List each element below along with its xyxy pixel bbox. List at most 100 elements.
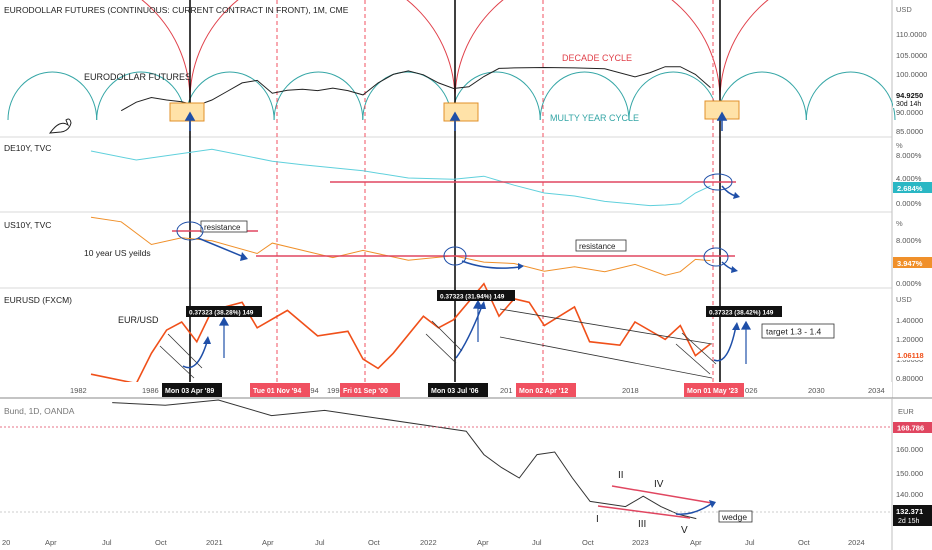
time-marker-box bbox=[250, 383, 310, 397]
multiyear-cycle-arc bbox=[96, 71, 186, 121]
time-axis-year-label: 026 bbox=[745, 386, 758, 395]
channel-2023-bottom bbox=[675, 343, 711, 375]
eurodollar-line bbox=[120, 66, 711, 112]
multiyear-cycle-arc bbox=[628, 71, 719, 121]
measure-head-2006 bbox=[472, 299, 484, 309]
time-axis-year-label: 1994 bbox=[302, 386, 319, 395]
price-tick-label: 0.000% bbox=[896, 279, 922, 288]
us10y-arrow-head-1989 bbox=[240, 252, 248, 261]
bund-time-label: 2021 bbox=[206, 538, 223, 547]
channel-1989-bottom bbox=[159, 345, 195, 379]
decade-cycle-arc bbox=[454, 0, 721, 101]
bund-time-label: Oct bbox=[582, 538, 595, 547]
wedge-breakout-arrow bbox=[675, 501, 715, 515]
eurusd-series-label: EUR/USD bbox=[118, 315, 159, 325]
bund-time-label: Apr bbox=[690, 538, 702, 547]
time-axis-markers: Mon 03 Apr '89 Tue 01 Nov '94 Fri 01 Sep '… bbox=[162, 383, 744, 397]
dinosaur-doodle bbox=[48, 118, 72, 134]
wave-label-4: IV bbox=[654, 479, 664, 490]
bund-time-label: 2024 bbox=[848, 538, 865, 547]
multiyear-cycle-arc bbox=[451, 71, 541, 121]
bund-line bbox=[112, 399, 697, 520]
eurusd-projection-arrow-heads bbox=[203, 301, 740, 344]
bund-time-axis: 20 Apr Jul Oct 2021 Apr Jul Oct 2022 Apr Jul Oct 202… bbox=[2, 538, 865, 547]
channel-2012-bottom bbox=[499, 336, 713, 379]
bund-time-label: Jul bbox=[315, 538, 325, 547]
measure-head-2023 bbox=[740, 320, 752, 330]
time-marker-box bbox=[428, 383, 488, 397]
bund-level-value: 168.786 bbox=[897, 424, 924, 433]
wedge-breakout-arrow-head bbox=[709, 500, 716, 508]
time-axis-year-label: 2018 bbox=[622, 386, 639, 395]
cycle-arrow-head-2006 bbox=[449, 111, 461, 121]
price-tick-label: 140.000 bbox=[896, 490, 923, 499]
time-marker-label: Mon 01 May '23 bbox=[687, 388, 738, 395]
bund-time-label: Jul bbox=[102, 538, 112, 547]
cycle-arrow-head-2023 bbox=[716, 111, 728, 121]
bund-axis-unit: EUR bbox=[898, 407, 914, 416]
wave-label-3: III bbox=[638, 519, 646, 530]
eurusd-channels bbox=[159, 308, 717, 379]
price-tick-label: 8.000% bbox=[896, 236, 922, 245]
measure-label-3: 0.37323 (38.42%) 149 bbox=[709, 310, 774, 317]
eurusd-measure-labels: 0.37323 (38.28%) 149 0.37323 (31.94%) 14… bbox=[186, 290, 782, 317]
projection-head-2023 bbox=[732, 322, 740, 330]
wedge-label: wedge bbox=[721, 512, 747, 522]
us10y-price-value: 3.947% bbox=[897, 259, 923, 268]
panel-separators bbox=[0, 0, 893, 398]
cycle-low-box-1989 bbox=[169, 102, 205, 122]
bund-time-label: 2023 bbox=[632, 538, 649, 547]
time-axis-year-label: 1982 bbox=[70, 386, 87, 395]
time-axis-year-label: 2030 bbox=[808, 386, 825, 395]
eurusd-price-tag bbox=[893, 349, 932, 360]
time-marker-box bbox=[162, 383, 222, 397]
bund-price-value: 132.371 bbox=[896, 507, 923, 516]
us10y-arrow-1989 bbox=[197, 237, 245, 258]
price-tick-label: 100.0000 bbox=[896, 70, 927, 79]
price-tick-label: 110.0000 bbox=[896, 30, 927, 39]
multiyear-cycle-arc bbox=[717, 71, 807, 121]
wave-label-5: V bbox=[681, 525, 688, 536]
time-marker-label: Mon 03 Apr '89 bbox=[165, 388, 214, 395]
price-tick-label: 8.000% bbox=[896, 151, 922, 160]
measure-box-3 bbox=[706, 306, 782, 317]
eurodollar-header: EURODOLLAR FUTURES (CONTINUOUS: CURRENT … bbox=[4, 5, 349, 15]
eurodollar-price-tag bbox=[893, 90, 932, 108]
us10y-header: US10Y, TVC bbox=[4, 220, 51, 230]
eurodollar-price-ticks: 110.0000105.0000100.000095.000090.000085… bbox=[896, 30, 927, 136]
wedge-upper bbox=[611, 485, 713, 504]
us10y-arrow-2006 bbox=[461, 260, 521, 269]
decade-cycle-arc bbox=[719, 0, 769, 101]
time-marker-label: Tue 01 Nov '94 bbox=[253, 388, 301, 395]
price-tick-label: 1.20000 bbox=[896, 335, 923, 344]
multiyear-cycle-arc bbox=[539, 71, 630, 121]
eurodollar-time-value: 30d 14h bbox=[896, 101, 921, 108]
us10y-highlight-1989 bbox=[176, 221, 204, 241]
de10y-line bbox=[90, 148, 711, 207]
bund-time-label: Oct bbox=[798, 538, 811, 547]
bund-level-tag bbox=[893, 422, 932, 433]
multiyear-cycle-arc bbox=[273, 71, 364, 121]
wave-label-1: I bbox=[596, 514, 599, 525]
wave-label-2: II bbox=[618, 470, 624, 481]
price-tick-label: 90.0000 bbox=[896, 108, 923, 117]
price-tick-label: 160.000 bbox=[896, 445, 923, 454]
bund-time-label: Apr bbox=[477, 538, 489, 547]
us10y-note: 10 year US yeilds bbox=[84, 248, 151, 258]
time-marker-box bbox=[340, 383, 400, 397]
us10y-highlight-2023 bbox=[703, 247, 729, 267]
us10y-arrow-heads bbox=[240, 252, 738, 273]
time-axis-year-label: 1998 bbox=[327, 386, 344, 395]
projection-head-1989 bbox=[203, 336, 211, 344]
de10y-header: DE10Y, TVC bbox=[4, 143, 51, 153]
time-axis-year-label: 201 bbox=[500, 386, 513, 395]
time-axis-year-label: 2034 bbox=[868, 386, 885, 395]
eurodollar-axis-unit: USD bbox=[896, 5, 912, 14]
wedge-lower bbox=[597, 505, 691, 519]
cycle-low-box-2006 bbox=[443, 102, 479, 122]
projection-head-2006 bbox=[478, 301, 486, 309]
eurodollar-price-value: 94.9250 bbox=[896, 91, 923, 100]
bund-time-label: 2022 bbox=[420, 538, 437, 547]
us10y-axis-unit: % bbox=[896, 219, 903, 228]
price-tick-label: 150.000 bbox=[896, 469, 923, 478]
